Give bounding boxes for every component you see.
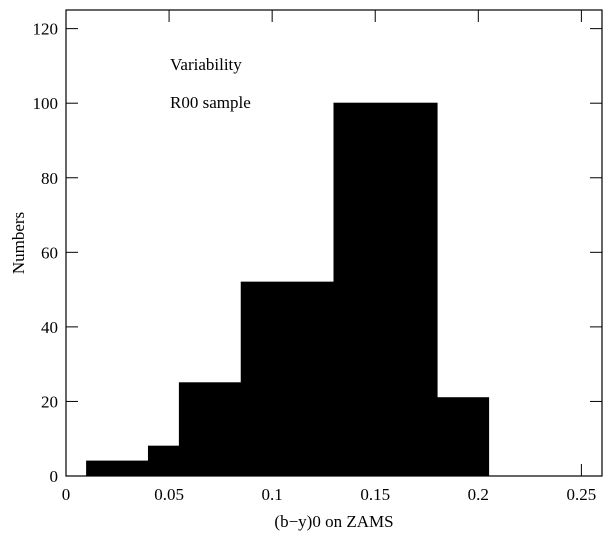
x-tick-label: 0.25 bbox=[567, 485, 597, 504]
bar bbox=[436, 397, 490, 477]
y-tick-label: 20 bbox=[41, 392, 58, 411]
y-tick-label: 60 bbox=[41, 243, 58, 262]
annotation: Variability bbox=[170, 55, 242, 74]
x-tick-label: 0 bbox=[62, 485, 71, 504]
y-tick-label: 0 bbox=[50, 467, 59, 486]
bar bbox=[86, 460, 149, 477]
y-axis-label: Numbers bbox=[9, 212, 28, 274]
annotation: R00 sample bbox=[170, 93, 251, 112]
bar bbox=[178, 382, 242, 477]
y-tick-label: 80 bbox=[41, 169, 58, 188]
y-tick-label: 40 bbox=[41, 318, 58, 337]
x-axis-label: (b−y)0 on ZAMS bbox=[274, 512, 393, 531]
y-tick-label: 120 bbox=[33, 20, 59, 39]
bar bbox=[240, 281, 335, 477]
x-tick-label: 0.1 bbox=[262, 485, 283, 504]
bar bbox=[333, 102, 438, 477]
x-tick-label: 0.05 bbox=[154, 485, 184, 504]
bar bbox=[147, 445, 180, 477]
x-tick-label: 0.2 bbox=[468, 485, 489, 504]
x-tick-label: 0.15 bbox=[360, 485, 390, 504]
y-tick-label: 100 bbox=[33, 94, 59, 113]
